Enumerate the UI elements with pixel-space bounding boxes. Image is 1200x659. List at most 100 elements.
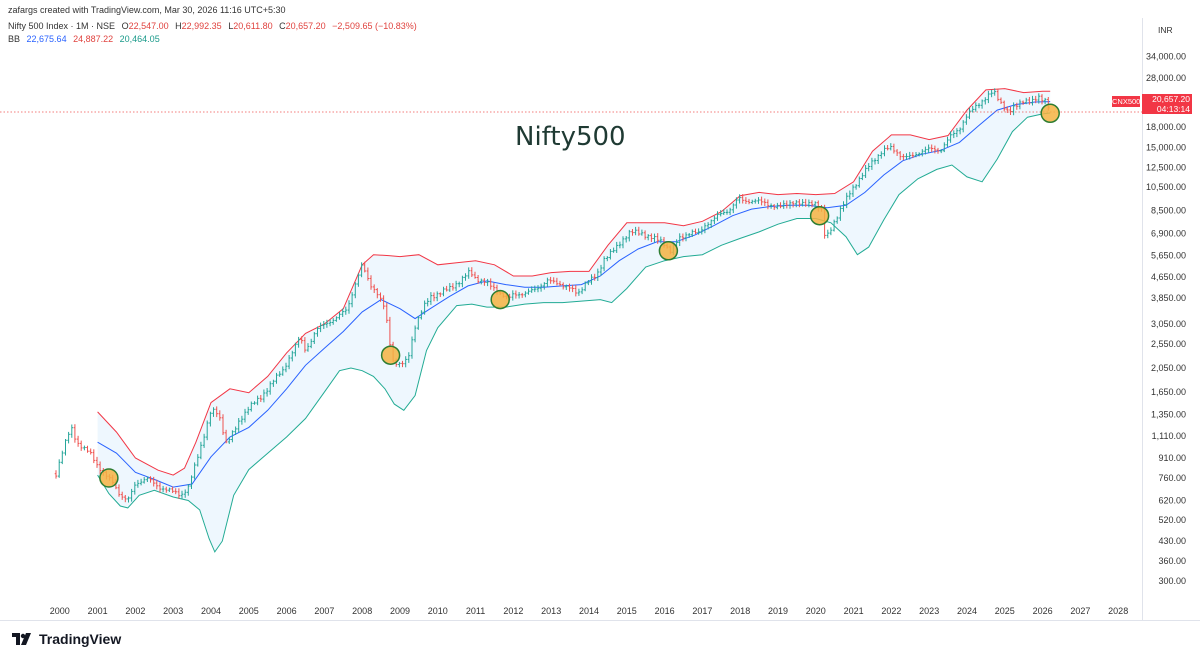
price-tick-label: 430.00 <box>1158 536 1186 546</box>
candle <box>224 429 228 444</box>
price-tick-label: 2,050.00 <box>1151 363 1186 373</box>
marker-circle <box>380 345 401 365</box>
candle <box>839 205 842 221</box>
candle <box>552 277 555 284</box>
candle <box>363 261 366 273</box>
candle <box>212 407 215 417</box>
price-tick-label: 34,000.00 <box>1146 52 1186 62</box>
candle <box>637 226 641 236</box>
candle <box>952 130 956 139</box>
candle <box>1002 100 1006 112</box>
candle <box>706 222 710 230</box>
candle <box>716 211 719 221</box>
candle <box>95 456 99 468</box>
candle <box>599 264 603 276</box>
time-tick-label: 2023 <box>919 606 939 616</box>
candle <box>1040 94 1044 105</box>
candle <box>810 200 814 208</box>
time-tick-label: 2003 <box>163 606 183 616</box>
candle <box>536 285 540 293</box>
candle <box>61 450 64 465</box>
bollinger-band-fill <box>97 88 1051 552</box>
candle <box>911 152 915 159</box>
candle <box>350 292 354 308</box>
candle <box>703 222 707 234</box>
candle <box>864 165 867 178</box>
candle <box>388 316 392 347</box>
candle <box>539 283 543 292</box>
candle <box>886 145 889 151</box>
candle <box>520 292 524 298</box>
time-tick-label: 2011 <box>466 606 485 616</box>
candle <box>656 233 659 244</box>
tradingview-logo-icon <box>12 633 31 645</box>
candle <box>483 278 486 286</box>
candle <box>86 445 89 453</box>
candle <box>1018 99 1022 110</box>
candle <box>835 216 839 224</box>
candle <box>98 461 102 475</box>
candle <box>760 196 763 206</box>
markers <box>99 103 1060 488</box>
candle <box>634 226 637 236</box>
candle <box>67 431 70 444</box>
candle <box>215 406 218 418</box>
bb-label: BB <box>8 34 21 44</box>
candle <box>732 203 735 214</box>
candle <box>867 163 870 172</box>
candle <box>977 103 981 109</box>
candle <box>265 388 269 397</box>
candle <box>728 207 732 216</box>
candle <box>725 209 729 215</box>
candle <box>404 356 407 368</box>
candle <box>908 151 911 160</box>
candle <box>161 485 165 493</box>
candle <box>379 292 382 302</box>
candle <box>136 479 140 488</box>
candle <box>892 143 896 154</box>
candle <box>190 475 193 489</box>
candle <box>577 288 581 296</box>
bb-basis-value: 22,675.64 <box>26 34 67 44</box>
candle <box>527 288 530 295</box>
close-value: 20,657.20 <box>285 21 326 31</box>
candle <box>980 99 984 109</box>
candle <box>861 172 864 181</box>
candle <box>272 379 275 387</box>
candle <box>294 342 297 357</box>
candle <box>382 295 385 310</box>
marker-circle <box>99 468 119 488</box>
candle <box>514 290 518 299</box>
time-tick-label: 2001 <box>88 606 108 616</box>
time-tick-label: 2006 <box>277 606 297 616</box>
candle <box>354 282 357 299</box>
time-tick-label: 2004 <box>201 606 221 616</box>
candle <box>291 350 294 362</box>
candle <box>757 197 760 204</box>
candle <box>713 215 716 224</box>
candle <box>571 284 574 293</box>
candle <box>791 201 795 208</box>
low-value: 20,611.80 <box>233 21 273 31</box>
candle <box>612 247 615 253</box>
candle <box>543 282 546 290</box>
candle <box>511 290 515 301</box>
tradingview-logo[interactable]: TradingView <box>12 631 121 647</box>
candle <box>168 487 171 492</box>
candle <box>921 149 924 157</box>
candle <box>420 310 423 320</box>
candle <box>385 302 389 323</box>
bollinger-basis-line <box>97 101 1051 488</box>
candle <box>187 484 190 496</box>
candle <box>568 283 571 292</box>
candle <box>785 200 789 209</box>
candle <box>782 200 785 209</box>
candle <box>319 322 322 333</box>
time-tick-label: 2012 <box>503 606 523 616</box>
time-tick-label: 2022 <box>881 606 901 616</box>
candle <box>250 401 253 412</box>
candle <box>750 199 754 205</box>
candle <box>895 149 899 156</box>
last-price-value: 20,657.20 <box>1152 94 1190 104</box>
